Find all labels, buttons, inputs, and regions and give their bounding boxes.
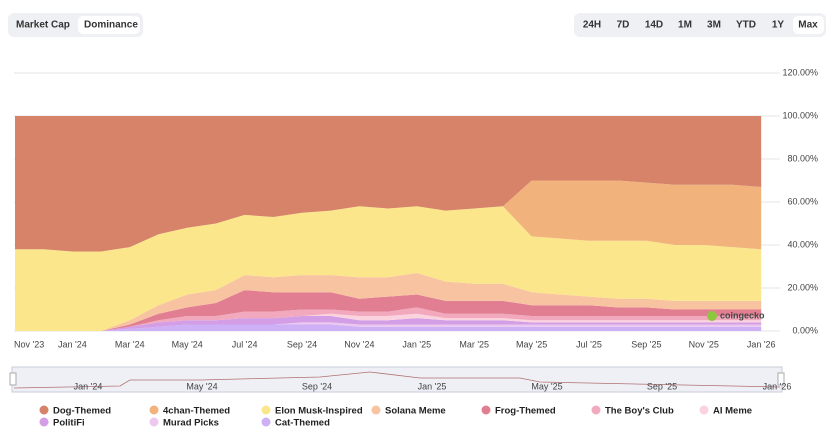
navigator-label: May '24	[186, 381, 217, 391]
range-button[interactable]: Max	[798, 20, 818, 31]
x-tick-label: Sep '25	[631, 339, 661, 349]
x-tick-label: Jul '25	[576, 339, 602, 349]
navigator-label: Sep '24	[302, 381, 332, 391]
legend-marker[interactable]	[149, 405, 159, 415]
range-button[interactable]: 3M	[707, 20, 721, 31]
active-tab-bg	[78, 16, 140, 34]
legend-marker[interactable]	[371, 405, 381, 415]
range-button[interactable]: 1Y	[772, 20, 785, 31]
area	[15, 290, 762, 331]
x-tick-label: Mar '25	[459, 339, 489, 349]
x-tick-label: Nov '24	[344, 339, 374, 349]
legend-marker[interactable]	[261, 405, 271, 415]
x-tick-label: Jan '24	[58, 339, 87, 349]
legend-label[interactable]: Solana Meme	[385, 406, 446, 417]
legend-label[interactable]: Murad Picks	[163, 418, 219, 429]
x-tick-label: May '24	[172, 339, 203, 349]
legend-marker[interactable]	[591, 405, 601, 415]
navigator-label: Sep '25	[647, 381, 677, 391]
tab[interactable]: Market Cap	[16, 20, 70, 31]
watermark-logo	[707, 311, 717, 321]
legend-label[interactable]: Dog-Themed	[53, 406, 111, 417]
range-button[interactable]: 7D	[617, 20, 630, 31]
y-tick-label: 120.00%	[782, 67, 818, 77]
area	[15, 116, 762, 252]
x-tick-label: May '25	[516, 339, 547, 349]
x-tick-label: Jan '25	[402, 339, 431, 349]
navigator-label: Jan '26	[763, 381, 792, 391]
legend-label[interactable]: Elon Musk-Inspired	[275, 406, 363, 417]
area	[15, 272, 762, 331]
range-button[interactable]: 1M	[678, 20, 692, 31]
range-group	[574, 13, 826, 37]
legend-marker[interactable]	[39, 405, 49, 415]
x-tick-label: Jan '26	[747, 339, 776, 349]
legend-marker[interactable]	[481, 405, 491, 415]
tab[interactable]: Dominance	[84, 20, 138, 31]
area	[15, 313, 762, 331]
x-tick-label: Sep '24	[287, 339, 317, 349]
x-tick-label: Nov '23	[14, 339, 44, 349]
x-tick-label: Nov '25	[689, 339, 719, 349]
area	[15, 206, 762, 331]
watermark: coingecko	[720, 310, 765, 320]
active-range-bg	[793, 16, 824, 34]
area	[15, 307, 762, 331]
legend-marker[interactable]	[39, 417, 49, 427]
range-button[interactable]: 24H	[583, 20, 601, 31]
y-tick-label: 20.00%	[787, 282, 818, 292]
x-tick-label: Jul '24	[232, 339, 258, 349]
legend-label[interactable]: Frog-Themed	[495, 406, 556, 417]
legend-label[interactable]: Cat-Themed	[275, 418, 330, 429]
y-tick-label: 60.00%	[787, 196, 818, 206]
range-button[interactable]: 14D	[645, 20, 663, 31]
navigator[interactable]	[11, 366, 783, 393]
navigator-handle[interactable]	[9, 372, 17, 386]
legend-label[interactable]: PolitiFi	[53, 418, 85, 429]
area	[15, 180, 762, 252]
area	[15, 315, 762, 331]
area	[15, 324, 762, 331]
range-button[interactable]: YTD	[736, 20, 756, 31]
navigator-label: May '25	[531, 381, 562, 391]
legend-marker[interactable]	[699, 405, 709, 415]
legend-label[interactable]: The Boy's Club	[605, 406, 674, 417]
navigator-handle[interactable]	[777, 372, 785, 386]
y-tick-label: 100.00%	[782, 110, 818, 120]
legend-label[interactable]: 4chan-Themed	[163, 406, 230, 417]
legend-marker[interactable]	[261, 417, 271, 427]
legend-marker[interactable]	[149, 417, 159, 427]
navigator-label: Jan '24	[74, 381, 103, 391]
legend-label[interactable]: AI Meme	[713, 406, 752, 417]
x-tick-label: Mar '24	[115, 339, 145, 349]
navigator-line	[13, 371, 781, 389]
y-tick-label: 0.00%	[792, 325, 818, 335]
navigator-label: Jan '25	[418, 381, 447, 391]
y-tick-label: 40.00%	[787, 239, 818, 249]
y-tick-label: 80.00%	[787, 153, 818, 163]
